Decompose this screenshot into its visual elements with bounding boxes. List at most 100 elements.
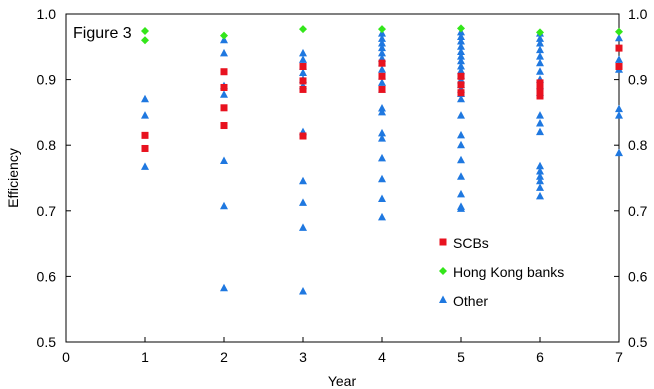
- data-point: [457, 111, 465, 119]
- data-point: [457, 155, 465, 164]
- legend-label: SCBs: [453, 235, 489, 251]
- y-tick-label-right: 0.8: [628, 137, 648, 153]
- data-point: [536, 119, 544, 127]
- legend: SCBs Hong Kong banks Other: [439, 235, 564, 309]
- data-point: [141, 144, 149, 152]
- x-tick-label: 0: [62, 349, 70, 365]
- data-point: [457, 47, 465, 56]
- data-point: [220, 68, 228, 76]
- data-point: [220, 90, 228, 98]
- data-point: [615, 27, 623, 36]
- data-point: [536, 28, 544, 37]
- data-point: [220, 283, 228, 292]
- data-point: [457, 172, 465, 180]
- chart-title: Figure 3: [73, 25, 132, 42]
- data-point: [536, 127, 544, 136]
- data-point: [457, 72, 465, 80]
- data-point: [299, 176, 307, 185]
- data-point: [141, 131, 149, 139]
- data-point: [378, 85, 386, 93]
- data-point: [536, 58, 544, 67]
- data-point: [536, 52, 544, 60]
- data-point: [536, 45, 544, 54]
- legend-marker: [439, 238, 447, 246]
- data-point: [457, 37, 465, 45]
- data-point: [457, 89, 465, 97]
- data-point: [457, 130, 465, 139]
- legend-marker: [439, 267, 447, 275]
- x-tick-label: 1: [141, 349, 149, 365]
- x-tick-label: 5: [457, 349, 465, 365]
- data-point: [536, 183, 544, 191]
- data-point: [615, 55, 623, 63]
- x-tick-label: 6: [536, 349, 544, 365]
- data-point: [457, 61, 465, 70]
- y-tick-label-right: 0.5: [628, 334, 648, 350]
- y-tick-label-left: 0.5: [37, 334, 57, 350]
- data-point: [536, 172, 544, 180]
- y-tick-label-right: 0.7: [628, 203, 648, 219]
- data-point: [220, 122, 228, 130]
- data-point: [536, 34, 544, 42]
- data-point: [378, 153, 386, 162]
- y-tick-label-right: 0.6: [628, 268, 648, 284]
- data-point: [536, 39, 544, 47]
- data-point: [378, 194, 386, 202]
- data-point: [299, 132, 307, 140]
- data-points: [141, 24, 623, 295]
- data-point: [457, 140, 465, 149]
- data-point: [220, 156, 228, 164]
- legend-marker: [439, 295, 447, 303]
- x-axis-label: Year: [328, 373, 357, 389]
- y-axis-left: 0.5 0.6 0.7 0.8 0.9 1.0: [37, 6, 71, 350]
- series-other: [141, 27, 623, 295]
- y-tick-label-right: 1.0: [628, 6, 648, 22]
- data-point: [141, 27, 149, 36]
- data-point: [378, 72, 386, 80]
- data-point: [378, 134, 386, 142]
- data-point: [299, 77, 307, 85]
- data-point: [457, 81, 465, 89]
- x-tick-label: 2: [220, 349, 228, 365]
- data-point: [141, 36, 149, 45]
- data-point: [457, 24, 465, 33]
- data-point: [615, 111, 623, 119]
- data-point: [299, 223, 307, 231]
- data-point: [536, 79, 544, 87]
- y-tick-label-left: 0.6: [37, 268, 57, 284]
- data-point: [378, 174, 386, 183]
- data-point: [299, 286, 307, 295]
- data-point: [457, 32, 465, 40]
- data-point: [220, 83, 228, 91]
- legend-label: Hong Kong banks: [453, 264, 564, 280]
- data-point: [457, 66, 465, 75]
- plot-frame: [65, 13, 620, 343]
- data-point: [457, 204, 465, 212]
- data-point: [536, 111, 544, 119]
- data-point: [615, 44, 623, 52]
- data-point: [457, 94, 465, 103]
- data-point: [457, 56, 465, 65]
- data-point: [299, 198, 307, 206]
- data-point: [536, 166, 544, 175]
- series-hong-kong-banks: [141, 24, 623, 45]
- data-point: [536, 67, 544, 75]
- data-point: [457, 42, 465, 50]
- data-point: [457, 52, 465, 60]
- data-point: [220, 31, 228, 40]
- data-point: [378, 39, 386, 47]
- data-point: [536, 161, 544, 170]
- data-point: [378, 34, 386, 42]
- legend-label: Other: [453, 293, 488, 309]
- data-point: [299, 48, 307, 57]
- y-axis-label: Efficiency: [5, 148, 21, 208]
- data-point: [615, 104, 623, 113]
- series-scbs: [141, 44, 623, 152]
- y-tick-label-left: 0.7: [37, 203, 57, 219]
- x-axis: 0 1 2 3 4 5 6 7: [62, 337, 623, 365]
- data-point: [378, 65, 386, 73]
- data-point: [378, 59, 386, 67]
- data-point: [299, 62, 307, 70]
- x-tick-label: 7: [615, 349, 623, 365]
- y-tick-label-right: 0.9: [628, 72, 648, 88]
